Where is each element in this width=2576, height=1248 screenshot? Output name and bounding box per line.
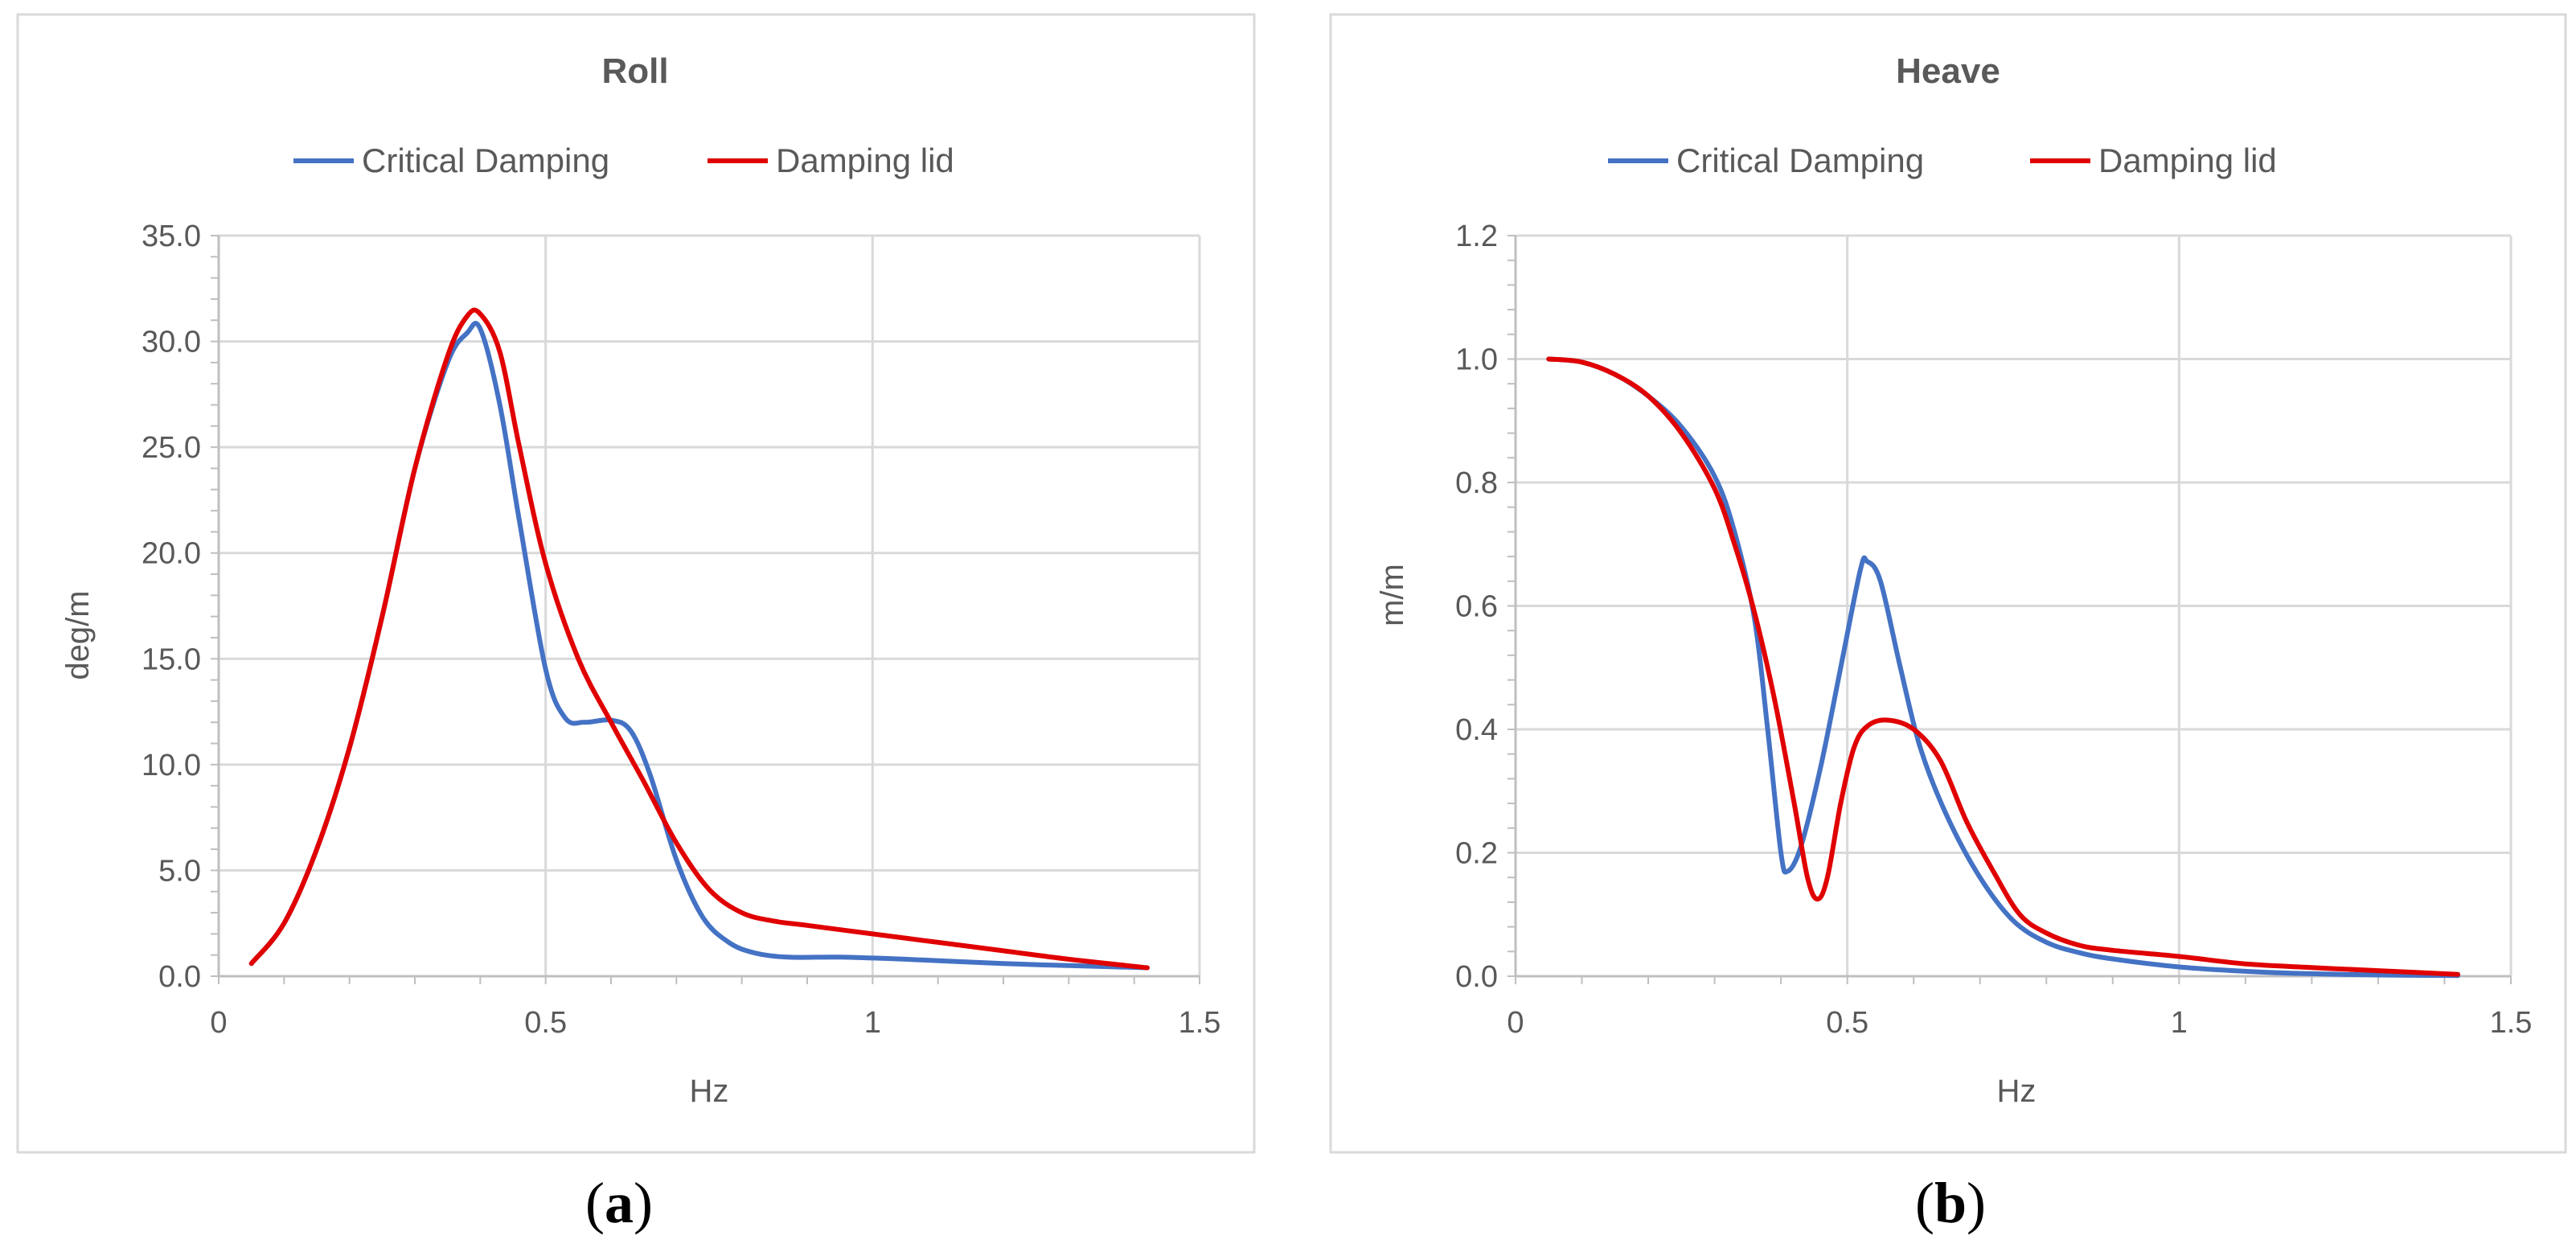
roll-chart-y-ticks: 0.0 5.0 10.0 15.0 20.0 25.0 30.0 35.0 [142, 220, 201, 994]
heave-x-tick-label: 0 [1507, 1006, 1524, 1040]
roll-x-tick-label: 0.5 [524, 1006, 567, 1040]
roll-y-tick-label: 15.0 [142, 642, 201, 676]
roll-legend-critical-damping-label: Critical Damping [362, 142, 609, 179]
heave-chart-frame [1329, 13, 2567, 1154]
roll-chart-series [248, 307, 1150, 971]
heave-series-critical-damping-line [1546, 356, 2460, 979]
heave-legend-critical-damping-label: Critical Damping [1676, 142, 1924, 179]
heave-chart-gridlines [1507, 234, 2512, 984]
roll-y-tick-label: 0.0 [158, 960, 201, 994]
heave-y-tick-label: 0.6 [1455, 590, 1498, 624]
roll-chart-legend: Critical Damping Damping lid [293, 142, 954, 179]
roll-y-tick-label: 10.0 [142, 749, 201, 782]
heave-series-damping-lid-line [1546, 356, 2460, 977]
heave-chart-y-axis-label: m/m [1375, 564, 1410, 626]
roll-y-tick-label: 35.0 [142, 220, 201, 253]
roll-legend-damping-lid-label: Damping lid [776, 142, 954, 179]
heave-y-tick-label: 1.2 [1455, 220, 1498, 253]
heave-y-tick-label: 0.0 [1455, 960, 1498, 994]
roll-chart-y-axis-label: deg/m [60, 590, 96, 679]
heave-chart-x-axis-label: Hz [1997, 1074, 2037, 1109]
roll-chart-title: Roll [601, 51, 668, 91]
caption-b-letter: b [1934, 1171, 1967, 1235]
heave-x-tick-label: 1 [2171, 1006, 2188, 1040]
caption-b-open-paren: ( [1915, 1171, 1934, 1235]
heave-x-tick-label: 0.5 [1826, 1006, 1868, 1040]
heave-y-tick-label: 0.4 [1455, 713, 1498, 747]
caption-a: (a) [585, 1171, 653, 1235]
roll-x-tick-label: 1 [864, 1006, 881, 1040]
roll-chart-x-axis-label: Hz [690, 1074, 729, 1109]
roll-y-tick-label: 20.0 [142, 537, 201, 571]
caption-a-close-paren: ) [634, 1171, 653, 1235]
heave-chart-panel: Heave Critical Damping Damping lid 0.00.… [1329, 13, 2567, 1154]
heave-x-tick-label: 1.5 [2490, 1006, 2533, 1040]
heave-chart-x-ticks: 0 0.5 1 1.5 [1507, 1006, 2532, 1040]
heave-y-tick-label: 0.2 [1455, 837, 1498, 871]
heave-chart-title: Heave [1896, 51, 2000, 91]
heave-y-tick-label: 1.0 [1455, 343, 1498, 377]
roll-y-tick-label: 5.0 [158, 854, 201, 888]
roll-x-tick-label: 1.5 [1179, 1006, 1221, 1040]
heave-chart-series [1546, 356, 2460, 979]
caption-a-open-paren: ( [585, 1171, 605, 1235]
roll-chart-gridlines [211, 234, 1201, 984]
roll-x-tick-label: 0 [210, 1006, 227, 1040]
heave-chart-legend: Critical Damping Damping lid [1608, 142, 2277, 179]
caption-b: (b) [1915, 1171, 1986, 1235]
caption-a-letter: a [605, 1171, 634, 1235]
heave-y-tick-label: 0.8 [1455, 466, 1498, 500]
roll-chart-x-ticks: 0 0.5 1 1.5 [210, 1006, 1220, 1040]
roll-y-tick-label: 30.0 [142, 326, 201, 359]
heave-chart-y-ticks: 0.0 0.2 0.4 0.6 0.8 1.0 1.2 [1455, 220, 1498, 994]
roll-y-tick-label: 25.0 [142, 431, 201, 465]
roll-chart-panel: Roll Critical Damping Damping lid 0.0 5.0… [16, 13, 1256, 1154]
caption-b-close-paren: ) [1967, 1171, 1986, 1235]
roll-series-damping-lid-line [248, 307, 1150, 971]
heave-legend-damping-lid-label: Damping lid [2098, 142, 2277, 179]
